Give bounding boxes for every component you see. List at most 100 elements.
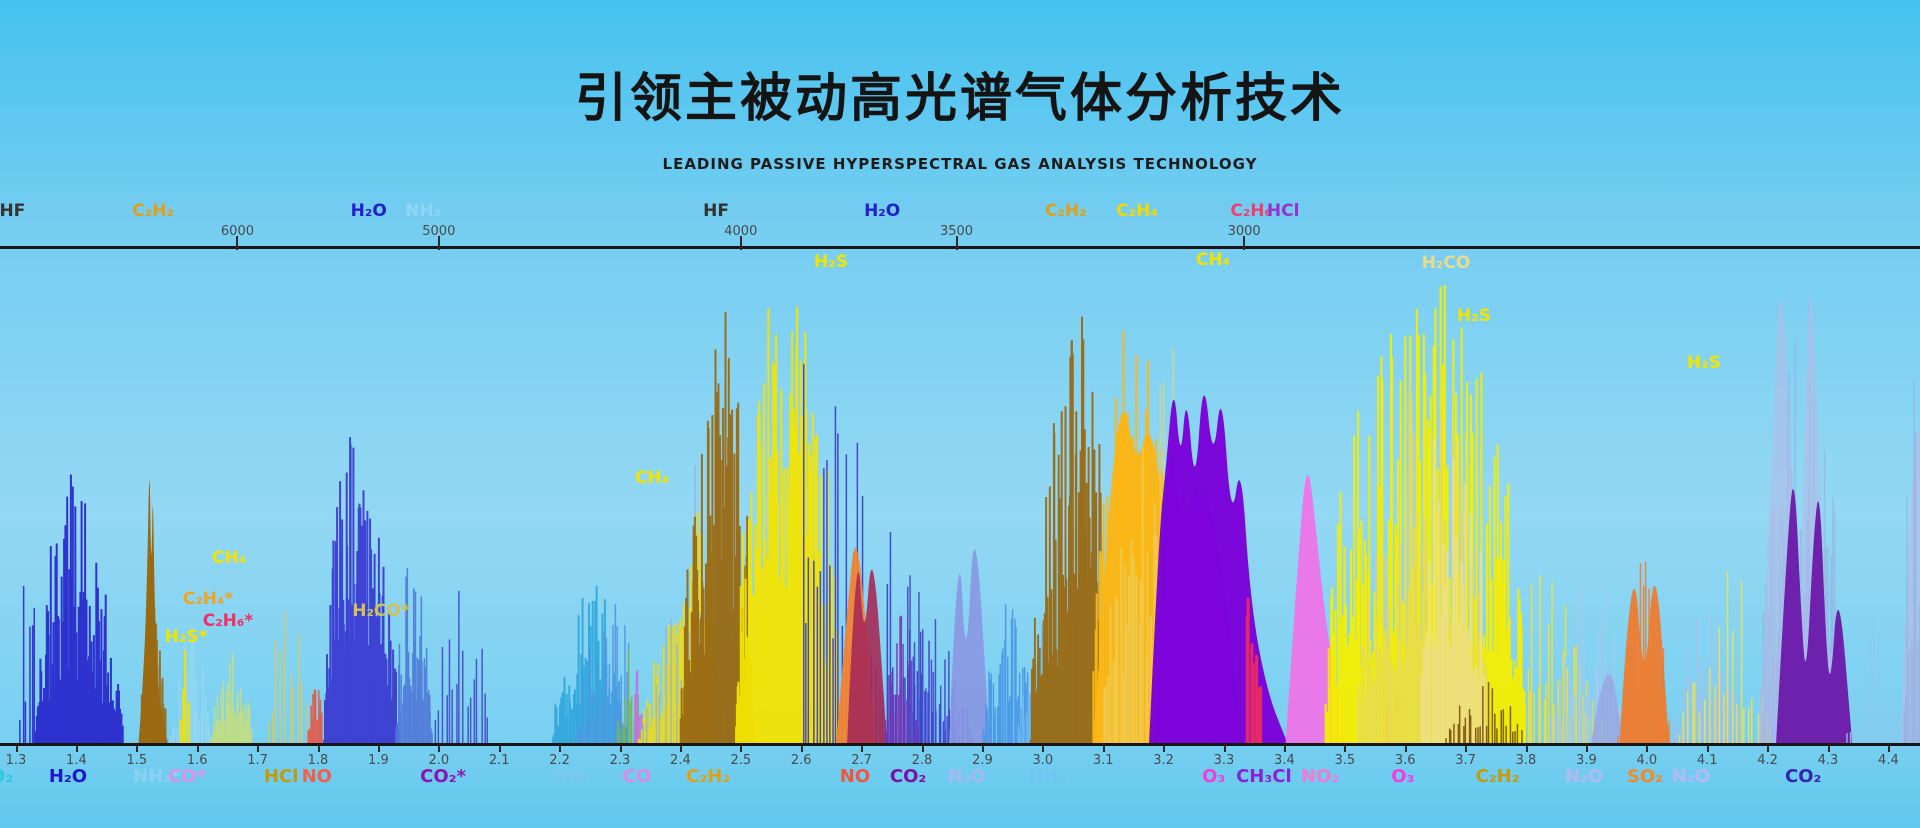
page-title: 引领主被动高光谱气体分析技术 xyxy=(574,69,1345,129)
plot-gas-label: CH₄ xyxy=(211,548,247,568)
bottom-axis-tick-label: 2.2 xyxy=(549,753,570,768)
top-axis-line xyxy=(0,246,1920,249)
band-C2H6-spikes xyxy=(1245,597,1263,743)
top-gas-label: HF xyxy=(0,201,26,221)
bottom-axis-tick xyxy=(1102,746,1105,752)
plot-gas-label: H₂CO xyxy=(1421,253,1471,273)
band-CO2-blob xyxy=(1776,488,1853,743)
plot-gas-label: H₂S xyxy=(1457,306,1491,326)
bottom-axis-tick-label: 1.5 xyxy=(126,753,148,768)
top-axis-tick xyxy=(739,236,742,250)
top-axis-tick-label: 5000 xyxy=(422,224,456,239)
band-HF-spikes xyxy=(679,312,755,743)
bottom-axis-tick xyxy=(75,746,78,752)
bottom-axis-tick-label: 4.2 xyxy=(1757,753,1778,768)
bottom-axis-tick xyxy=(257,746,260,752)
top-axis-tick-label: 3500 xyxy=(939,224,974,239)
band-CO2*-spikes xyxy=(434,590,488,743)
bottom-axis-tick-label: 3.4 xyxy=(1274,753,1295,768)
plot-gas-label: CH₄ xyxy=(634,468,670,488)
bottom-axis-tick xyxy=(981,746,984,752)
bottom-axis-tick xyxy=(740,746,743,752)
bottom-gas-label: N₂O xyxy=(1671,766,1711,787)
bottom-axis-tick-label: 3.5 xyxy=(1334,753,1356,768)
top-gas-label: H₂O xyxy=(350,201,387,221)
bottom-axis-line xyxy=(0,743,1920,746)
bottom-axis-tick-label: 3.9 xyxy=(1576,753,1597,768)
band-CO-spikes xyxy=(634,670,643,743)
top-axis-tick xyxy=(955,236,958,250)
bottom-axis-tick xyxy=(679,746,682,752)
bottom-gas-label: CO₂* xyxy=(420,766,466,787)
bottom-axis-tick xyxy=(861,746,864,752)
band-SO2-blob xyxy=(1619,585,1670,743)
bottom-axis-tick xyxy=(619,746,622,752)
bottom-axis-tick xyxy=(1887,746,1890,752)
plot-gas-label: CH₄ xyxy=(1195,250,1231,270)
band-H2S*-spikes xyxy=(179,649,191,743)
band-CO*-spikes xyxy=(139,607,168,743)
bottom-gas-label: N₂O xyxy=(1564,766,1604,787)
bottom-gas-label: NO xyxy=(839,766,871,787)
bottom-axis-tick xyxy=(317,746,320,752)
page-subtitle: LEADING PASSIVE HYPERSPECTRAL GAS ANALYS… xyxy=(662,155,1258,173)
top-axis-tick xyxy=(1243,236,1246,250)
bottom-gas-label: CH₃Cl xyxy=(1236,766,1292,787)
bottom-axis-tick xyxy=(15,746,18,752)
bottom-gas-label: CO₂ xyxy=(889,766,927,787)
bottom-axis-tick xyxy=(921,746,924,752)
bottom-axis-tick xyxy=(1585,746,1588,752)
bottom-gas-label: CO xyxy=(622,766,652,787)
bottom-axis-tick-label: 4.3 xyxy=(1817,753,1839,768)
plot-gas-label: H₂S xyxy=(814,252,848,272)
plot-gas-label: H₂S xyxy=(1687,353,1721,373)
bottom-axis-tick xyxy=(1344,746,1347,752)
bottom-axis-tick-label: 3.2 xyxy=(1153,753,1174,768)
band-NH3*-spikes xyxy=(170,624,213,743)
bottom-gas-label: SO₂ xyxy=(1626,766,1664,787)
bottom-gas-label: CO₂ xyxy=(1785,766,1822,787)
bottom-axis-tick xyxy=(1223,746,1226,752)
bottom-axis-tick-label: 2.8 xyxy=(911,753,933,768)
plot-gas-label: H₂S* xyxy=(164,627,208,647)
bottom-axis-tick-label: 2.4 xyxy=(670,753,691,768)
band-NO-spikes xyxy=(307,689,323,743)
top-axis-tick xyxy=(437,236,440,250)
bottom-axis-tick-label: 3.0 xyxy=(1032,753,1054,768)
bottom-axis-tick xyxy=(196,746,199,752)
bottom-axis-tick xyxy=(377,746,380,752)
top-axis-tick-label: 3000 xyxy=(1227,224,1261,239)
bottom-gas-label: C₂H₂ xyxy=(686,766,731,787)
top-gas-label: HCl xyxy=(1266,201,1300,221)
spectra-plot xyxy=(19,285,1920,743)
bottom-axis-tick-label: 1.7 xyxy=(247,753,268,768)
bottom-axis-tick-label: 3.3 xyxy=(1213,753,1235,768)
top-gas-label: C₂H₆ xyxy=(1230,201,1272,221)
bottom-axis-tick xyxy=(136,746,139,752)
bottom-axis-tick xyxy=(498,746,501,752)
bottom-axis-tick-label: 3.8 xyxy=(1515,753,1537,768)
top-axis-tick-label: 4000 xyxy=(724,224,758,239)
bottom-gas-label: O₃ xyxy=(1391,766,1415,787)
top-gas-label: C₂H₂ xyxy=(1044,201,1087,221)
bottom-axis-tick-label: 1.8 xyxy=(307,753,329,768)
bottom-gas-label: C₂H₂ xyxy=(1475,766,1520,787)
bottom-gas-label: NH₃* xyxy=(133,766,181,787)
top-gas-label: HF xyxy=(703,201,729,221)
band-NO-blob xyxy=(847,569,887,743)
plot-gas-label: C₂H₆* xyxy=(202,611,254,631)
bottom-axis-tick-label: 4.4 xyxy=(1878,753,1899,768)
bottom-axis-tick xyxy=(438,746,441,752)
bottom-axis-tick xyxy=(1827,746,1830,752)
bottom-axis-tick xyxy=(1163,746,1166,752)
bottom-axis-tick-label: 2.9 xyxy=(972,753,993,768)
band-NH3-spikes xyxy=(982,604,1034,743)
bottom-gas-label: NO xyxy=(301,766,332,787)
band-HCl-spikes xyxy=(268,611,309,743)
bottom-axis-tick xyxy=(1042,746,1045,752)
top-axis-tick xyxy=(236,236,239,250)
band-C2H2-spikes xyxy=(1445,682,1523,743)
bottom-axis-tick-label: 2.1 xyxy=(488,753,510,768)
bottom-axis-tick-label: 3.7 xyxy=(1455,753,1476,768)
